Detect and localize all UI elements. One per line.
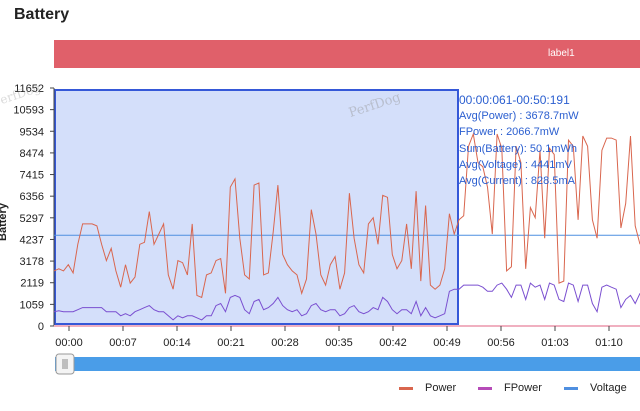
legend-swatch-power xyxy=(399,386,413,390)
summary-avg-power: Avg(Power) : 3678.7mW xyxy=(459,110,579,123)
x-tick-label: 00:00 xyxy=(55,337,83,349)
label-bar: label1 xyxy=(54,40,640,68)
x-tick-label: 00:42 xyxy=(379,337,407,349)
page-title: Battery xyxy=(14,6,70,23)
y-tick-label: 1059 xyxy=(20,299,44,311)
y-axis-title: Battery xyxy=(0,202,9,241)
x-tick-label: 00:14 xyxy=(163,337,191,349)
summary-avg-voltage: Avg(Voltage) : 4441mV xyxy=(459,158,572,171)
fpower-series-line xyxy=(53,282,640,321)
power-series-line xyxy=(53,132,640,299)
legend-swatch-fpower xyxy=(478,386,492,390)
selection-range: 00:00:061-00:50:191 xyxy=(459,93,570,107)
y-tick-label: 4237 xyxy=(20,234,44,246)
y-tick-label: 2119 xyxy=(20,278,44,290)
y-tick-label: 0 xyxy=(38,321,44,333)
summary-fpower: FPower : 2066.7mW xyxy=(459,126,560,139)
summary-sum-battery: Sum(Battery): 50.1mWh xyxy=(459,142,577,155)
selection-summary: 00:00:061-00:50:191 Avg(Power) : 3678.7m… xyxy=(459,92,579,189)
legend-swatch-voltage xyxy=(564,386,578,390)
legend-item-voltage[interactable]: Voltage xyxy=(564,382,627,394)
y-tick-label: 8474 xyxy=(20,148,44,160)
y-tick-label: 7415 xyxy=(20,170,44,182)
label-bar-text: label1 xyxy=(548,48,575,59)
legend-label-fpower: FPower xyxy=(504,382,542,394)
y-tick-label: 5297 xyxy=(20,213,44,225)
selection-region[interactable] xyxy=(54,89,459,325)
y-tick-label: 3178 xyxy=(20,256,44,268)
x-tick-label: 00:21 xyxy=(217,337,245,349)
legend-label-power: Power xyxy=(425,382,457,394)
legend-item-power[interactable]: Power xyxy=(399,382,456,394)
x-tick-label: 00:35 xyxy=(325,337,353,349)
legend-item-fpower[interactable]: FPower xyxy=(478,382,542,394)
summary-avg-current: Avg(Current) : 828.5mA xyxy=(459,175,575,188)
x-tick-label: 00:28 xyxy=(271,337,299,349)
y-tick-label: 11652 xyxy=(14,83,44,95)
legend-label-voltage: Voltage xyxy=(590,382,627,394)
zoom-slider-track[interactable] xyxy=(55,357,640,371)
x-tick-label: 00:56 xyxy=(487,337,515,349)
x-tick-label: 01:10 xyxy=(595,337,623,349)
chart-legend: Power FPower Voltage xyxy=(0,378,640,398)
y-tick-label: 6356 xyxy=(20,191,44,203)
y-tick-label: 10593 xyxy=(13,105,44,117)
y-tick-label: 9534 xyxy=(20,126,44,138)
x-tick-label: 01:03 xyxy=(541,337,569,349)
x-tick-label: 00:49 xyxy=(433,337,461,349)
x-tick-label: 00:07 xyxy=(109,337,137,349)
